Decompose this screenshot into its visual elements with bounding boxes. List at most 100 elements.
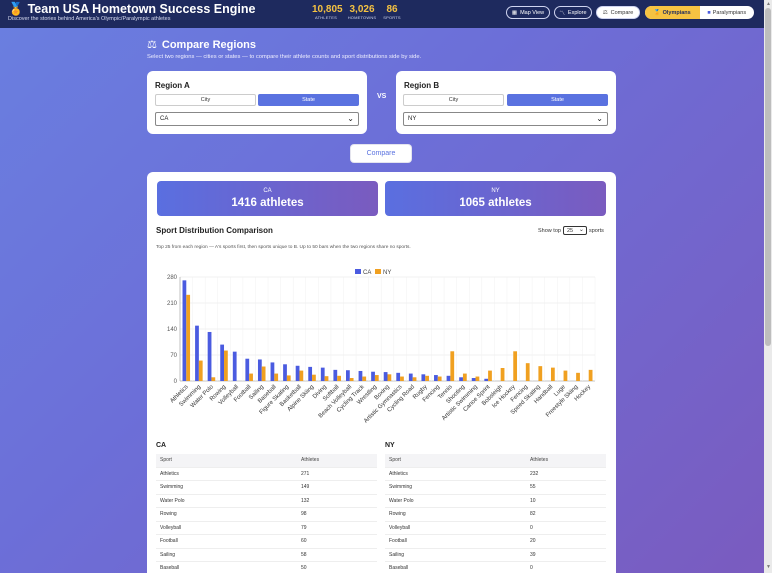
region-a-city-toggle[interactable]: City	[155, 94, 256, 106]
table-cell: 60	[301, 538, 307, 545]
bar-ny	[249, 373, 253, 381]
bar-ny	[337, 375, 341, 381]
bar-ny	[525, 363, 530, 381]
bar-ny	[349, 378, 354, 381]
bar-ca	[182, 280, 187, 381]
bar-ca	[257, 359, 262, 381]
bar-ca	[245, 358, 250, 381]
y-tick-label: 70	[170, 353, 177, 359]
table-row: Athletics 271	[156, 468, 377, 481]
table-row: Rowing 98	[156, 508, 377, 522]
table-row: Water Polo 132	[156, 495, 377, 508]
table-cell: 50	[301, 565, 307, 572]
region-b-select[interactable]: NY ⌄	[403, 112, 608, 126]
region-a-summary: CA 1416 athletes	[157, 181, 378, 216]
table-cell: 271	[301, 470, 310, 477]
bar-ny	[550, 367, 555, 381]
bar-ny	[400, 376, 404, 381]
page-scrollbar[interactable]: ▲ ▼	[764, 0, 772, 573]
bar-ca	[383, 372, 388, 381]
table-row: Volleyball 79	[156, 522, 377, 535]
bar-ca	[459, 377, 463, 381]
scroll-up-icon[interactable]: ▲	[766, 1, 771, 7]
region-a-table: Sport Athletes Athletics 271 Swimming 149 Wate…	[156, 454, 377, 573]
explore-button[interactable]: 〽 Explore	[554, 6, 592, 19]
bar-ny	[224, 350, 228, 381]
region-a-state-toggle[interactable]: State	[258, 94, 359, 106]
region-a-select[interactable]: CA ⌄	[155, 112, 359, 126]
table-header-cell: Athletes	[530, 457, 549, 464]
region-b-state-toggle[interactable]: State	[507, 94, 608, 106]
table-cell: Volleyball	[160, 524, 182, 531]
bar-ny	[274, 373, 279, 381]
bar-ny	[563, 370, 568, 381]
bar-ny	[387, 374, 392, 381]
bar-ny	[324, 376, 329, 381]
bar-ny	[462, 373, 467, 381]
scroll-down-icon[interactable]: ▼	[766, 564, 771, 570]
table-header-cell: Sport	[389, 457, 401, 464]
bar-ny	[198, 360, 203, 381]
table-cell: 10	[530, 497, 536, 504]
region-b-city-toggle[interactable]: City	[403, 94, 504, 106]
y-tick-label: 280	[167, 275, 178, 281]
games-toggle[interactable]: 🏅 Olympians ■ Paralympians	[645, 6, 754, 19]
table-row: Football 60	[156, 535, 377, 549]
table-cell: Athletics	[389, 470, 408, 477]
table-cell: Baseball	[160, 565, 180, 572]
bar-ca	[358, 370, 363, 381]
bar-ca	[295, 365, 300, 381]
show-top-select[interactable]: 25 ⌄	[562, 226, 587, 235]
compare-nav-button[interactable]: ⚖ Compare	[596, 6, 640, 19]
stat-hometowns: 3,026 HOMETOWNS	[347, 4, 377, 20]
distribution-title: Sport Distribution Comparison	[156, 226, 273, 235]
bar-ca	[270, 362, 275, 381]
table-a-title: CA	[156, 442, 167, 449]
table-row: Baseball 0	[385, 562, 606, 573]
table-cell: 58	[301, 551, 307, 558]
region-a-card: Region A City State CA ⌄	[147, 71, 367, 134]
bar-ny	[186, 294, 191, 381]
y-tick-label: 0	[174, 379, 178, 385]
table-row: Swimming 149	[156, 481, 377, 495]
table-cell: Sailing	[389, 551, 405, 558]
region-b-card: Region B City State NY ⌄	[396, 71, 616, 134]
map-view-button[interactable]: ▦ Map View	[506, 6, 550, 19]
scrollbar-thumb[interactable]	[765, 8, 771, 346]
bar-ny	[312, 374, 316, 381]
compare-button[interactable]: Compare	[351, 145, 411, 162]
compare-icon: ⚖	[602, 9, 608, 16]
show-top-control: Show top 25 ⌄ sports	[538, 226, 604, 235]
app-subtitle: Discover the stories behind America's Ol…	[8, 16, 171, 22]
bar-ny	[211, 377, 216, 381]
table-cell: 79	[301, 524, 307, 531]
bar-ny	[500, 368, 505, 381]
paralympians-toggle[interactable]: ■ Paralympians	[707, 9, 747, 16]
bar-ny	[412, 377, 417, 381]
table-cell: Swimming	[389, 484, 413, 491]
bar-ca	[320, 367, 325, 381]
bar-ny	[362, 376, 367, 381]
table-row: Football 20	[385, 535, 606, 549]
bar-ny	[576, 372, 580, 381]
bar-ny	[261, 366, 266, 381]
bar-ca	[207, 331, 212, 381]
bar-ca	[283, 364, 287, 381]
olympians-toggle[interactable]: 🏅 Olympians	[645, 6, 700, 19]
distribution-note: Top 25 from each region — A's sports fir…	[156, 245, 411, 250]
legend-label: NY	[383, 270, 391, 276]
table-cell: 132	[301, 497, 310, 504]
table-cell: 149	[301, 484, 310, 491]
table-cell: Volleyball	[389, 524, 411, 531]
table-cell: 98	[301, 511, 307, 518]
table-cell: Rowing	[160, 511, 177, 518]
bar-ca	[346, 370, 350, 381]
compare-icon: ⚖	[147, 39, 157, 51]
table-b-title: NY	[385, 442, 395, 449]
bar-ny	[374, 375, 379, 381]
table-row: Sailing 58	[156, 549, 377, 562]
table-cell: Football	[389, 538, 407, 545]
bar-ca	[421, 374, 426, 381]
trend-icon: 〽	[559, 10, 565, 17]
